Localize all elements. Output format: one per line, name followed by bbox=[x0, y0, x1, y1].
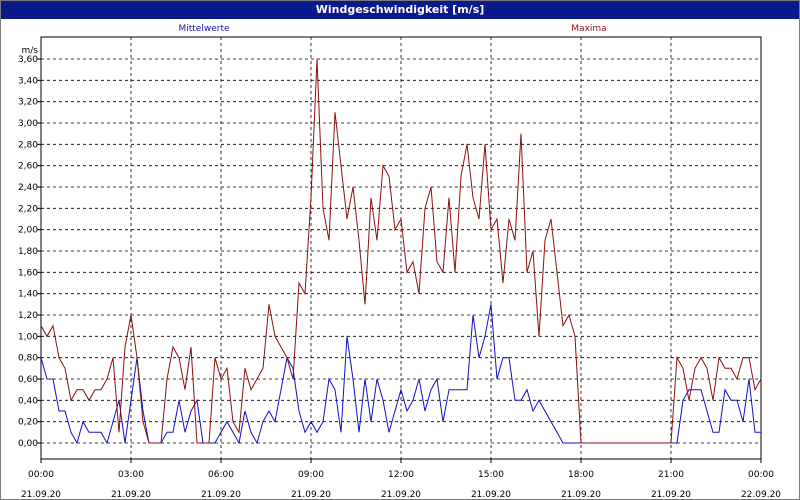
x-tick-date-label: 21.09.20 bbox=[201, 490, 241, 499]
y-axis-label: m/s bbox=[22, 46, 39, 56]
window-title: Windgeschwindigkeit [m/s] bbox=[1, 1, 799, 19]
x-tick-time-label: 15:00 bbox=[478, 470, 504, 480]
y-tick-label: 1,80 bbox=[18, 247, 38, 257]
x-tick-time-label: 12:00 bbox=[388, 470, 414, 480]
chart-canvas: 0,00 0,20 0,40 0,60 0,80 1,00 1,20 1,40 1,60 1,80… bbox=[18, 24, 781, 499]
y-tick-label: 0,60 bbox=[18, 375, 38, 385]
x-tick-time-label: 09:00 bbox=[298, 470, 324, 480]
y-tick-label: 3,20 bbox=[18, 98, 38, 108]
y-tick-label: 1,60 bbox=[18, 268, 38, 278]
y-tick-label: 2,40 bbox=[18, 183, 38, 193]
y-tick-label: 1,40 bbox=[18, 290, 38, 300]
y-tick-label: 0,80 bbox=[18, 354, 38, 364]
x-tick-time-label: 00:00 bbox=[748, 470, 774, 480]
y-tick-label: 2,60 bbox=[18, 162, 38, 172]
legend-mittelwerte: Mittelwerte bbox=[178, 24, 229, 34]
legend-maxima: Maxima bbox=[571, 24, 606, 34]
x-tick-date-label: 21.09.20 bbox=[471, 490, 511, 499]
y-tick-label: 2,20 bbox=[18, 204, 38, 214]
y-tick-label: 3,40 bbox=[18, 76, 38, 86]
y-tick-label: 0,20 bbox=[18, 418, 38, 428]
series-line-maxima bbox=[40, 58, 762, 444]
y-tick-label: 2,00 bbox=[18, 226, 38, 236]
x-tick-time-label: 21:00 bbox=[658, 470, 684, 480]
x-tick-time-label: 03:00 bbox=[118, 470, 144, 480]
x-tick-time-label: 00:00 bbox=[28, 470, 54, 480]
y-tick-label: 0,00 bbox=[18, 439, 38, 449]
x-tick-time-label: 06:00 bbox=[208, 470, 234, 480]
x-tick-date-label: 21.09.20 bbox=[21, 490, 61, 499]
y-tick-label: 3,60 bbox=[18, 55, 38, 65]
x-tick-date-label: 22.09.20 bbox=[741, 490, 781, 499]
y-tick-label: 0,40 bbox=[18, 396, 38, 406]
x-tick-date-label: 21.09.20 bbox=[381, 490, 421, 499]
x-tick-date-label: 21.09.20 bbox=[561, 490, 601, 499]
y-tick-label: 1,00 bbox=[18, 332, 38, 342]
y-tick-label: 2,80 bbox=[18, 140, 38, 150]
x-tick-date-label: 21.09.20 bbox=[651, 490, 691, 499]
x-tick-date-label: 21.09.20 bbox=[291, 490, 331, 499]
x-tick-time-label: 18:00 bbox=[568, 470, 594, 480]
y-tick-label: 3,00 bbox=[18, 119, 38, 129]
y-tick-label: 1,20 bbox=[18, 311, 38, 321]
x-tick-date-label: 21.09.20 bbox=[111, 490, 151, 499]
